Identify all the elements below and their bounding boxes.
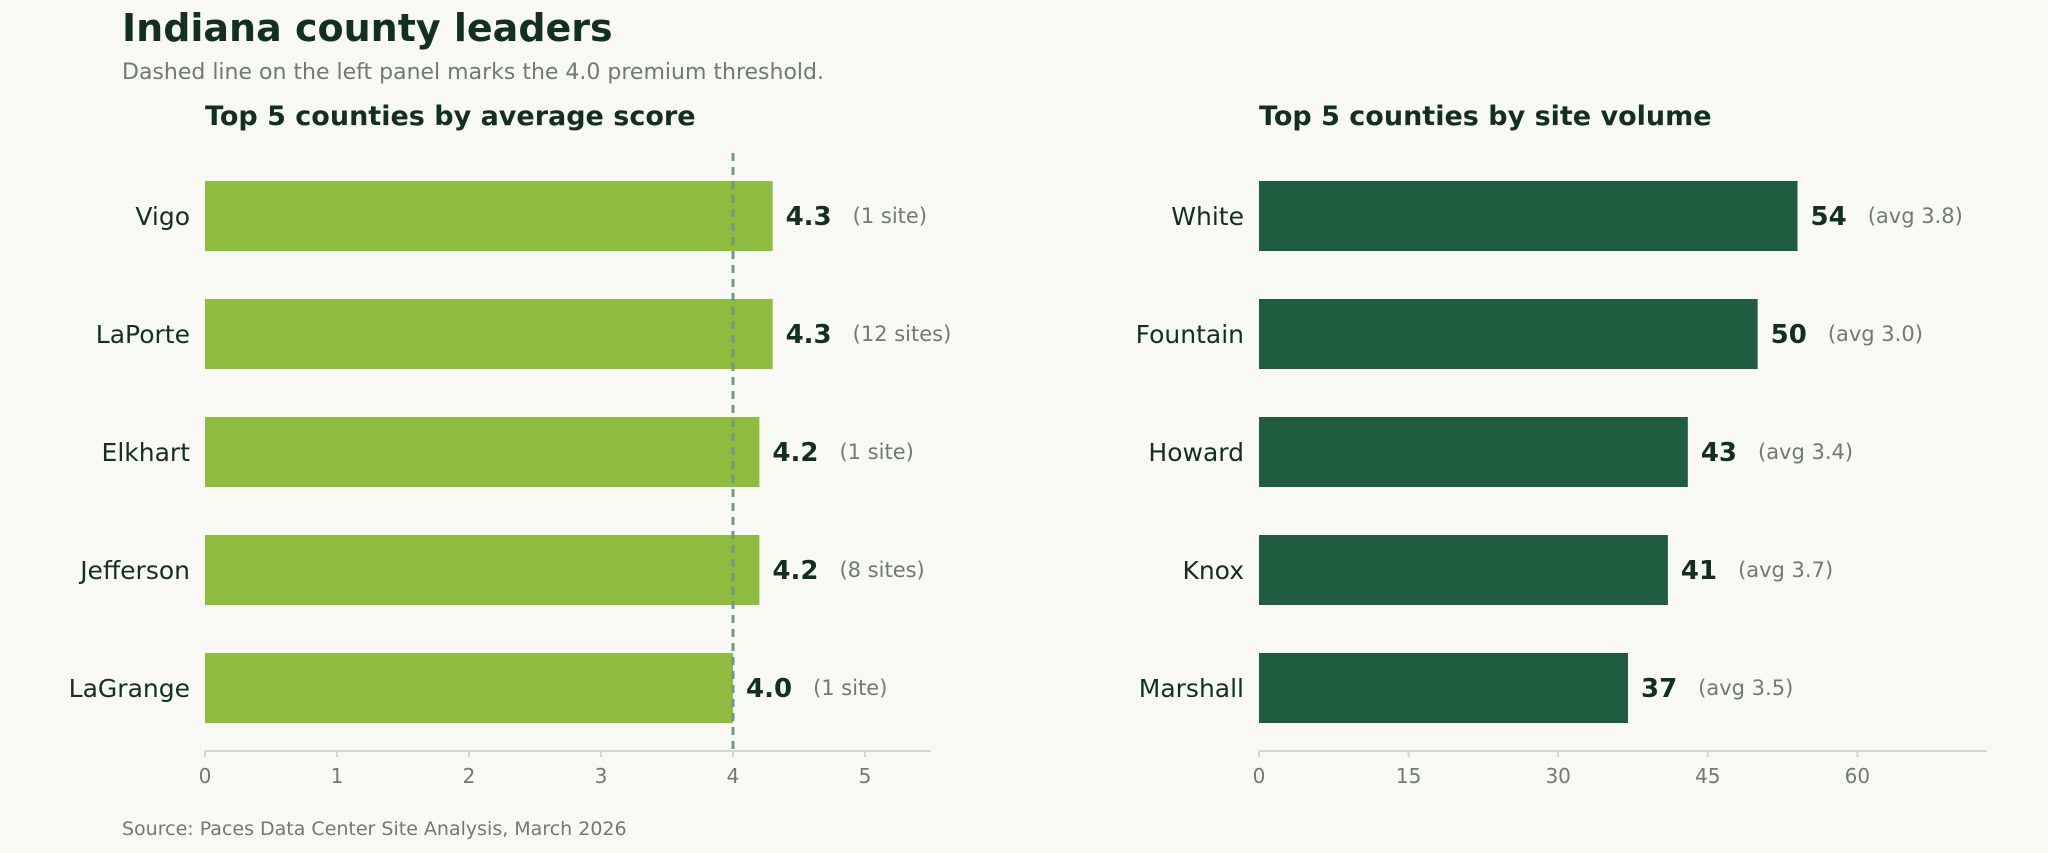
- panel-title: Top 5 counties by average score: [205, 101, 696, 132]
- bar-marshall: [1259, 653, 1628, 723]
- value-label: 43: [1701, 438, 1737, 468]
- category-label: White: [1171, 202, 1244, 231]
- value-label: 4.2: [772, 438, 818, 468]
- bar-vigo: [205, 181, 773, 251]
- bar-knox: [1259, 535, 1668, 605]
- x-tick-label: 30: [1545, 764, 1570, 788]
- category-label: Jefferson: [78, 556, 190, 585]
- annotation-label: (avg 3.4): [1758, 440, 1853, 464]
- bar-white: [1259, 181, 1798, 251]
- category-label: LaGrange: [69, 674, 190, 703]
- value-label: 54: [1811, 202, 1847, 232]
- value-label: 4.0: [746, 674, 792, 704]
- bar-fountain: [1259, 299, 1758, 369]
- value-label: 50: [1771, 320, 1807, 350]
- value-label: 41: [1681, 556, 1717, 586]
- chart-title: Indiana county leaders: [122, 6, 613, 50]
- x-tick-label: 2: [463, 764, 476, 788]
- bar-howard: [1259, 417, 1688, 487]
- annotation-label: (avg 3.8): [1868, 204, 1963, 228]
- annotation-label: (avg 3.7): [1738, 558, 1833, 582]
- category-label: Knox: [1182, 556, 1244, 585]
- bar-jefferson: [205, 535, 760, 605]
- bar-lagrange: [205, 653, 733, 723]
- annotation-label: (1 site): [839, 440, 913, 464]
- annotation-label: (1 site): [813, 676, 887, 700]
- value-label: 37: [1641, 674, 1677, 704]
- x-tick-label: 15: [1396, 764, 1421, 788]
- annotation-label: (avg 3.5): [1698, 676, 1793, 700]
- value-label: 4.2: [772, 556, 818, 586]
- chart-subtitle: Dashed line on the left panel marks the …: [122, 60, 824, 85]
- x-tick-label: 60: [1845, 764, 1870, 788]
- bar-laporte: [205, 299, 773, 369]
- category-label: Howard: [1148, 438, 1244, 467]
- x-tick-label: 1: [331, 764, 344, 788]
- x-tick-label: 0: [1253, 764, 1266, 788]
- source-note: Source: Paces Data Center Site Analysis,…: [122, 818, 627, 840]
- category-label: Fountain: [1136, 320, 1244, 349]
- x-tick-label: 45: [1695, 764, 1720, 788]
- value-label: 4.3: [786, 320, 832, 350]
- value-label: 4.3: [786, 202, 832, 232]
- annotation-label: (1 site): [853, 204, 927, 228]
- category-label: Vigo: [135, 202, 190, 231]
- category-label: Marshall: [1139, 674, 1244, 703]
- annotation-label: (avg 3.0): [1828, 322, 1923, 346]
- x-tick-label: 0: [199, 764, 212, 788]
- panel-title: Top 5 counties by site volume: [1259, 101, 1712, 132]
- category-label: Elkhart: [102, 438, 191, 467]
- x-tick-label: 4: [727, 764, 740, 788]
- panel-1: Top 5 counties by average score Vigo 4.3 (1…: [69, 101, 952, 788]
- x-tick-label: 5: [859, 764, 872, 788]
- annotation-label: (12 sites): [853, 322, 952, 346]
- annotation-label: (8 sites): [839, 558, 924, 582]
- bar-elkhart: [205, 417, 760, 487]
- category-label: LaPorte: [96, 320, 190, 349]
- x-tick-label: 3: [595, 764, 608, 788]
- panel-2: Top 5 counties by site volume White 54 (avg…: [1136, 101, 1987, 788]
